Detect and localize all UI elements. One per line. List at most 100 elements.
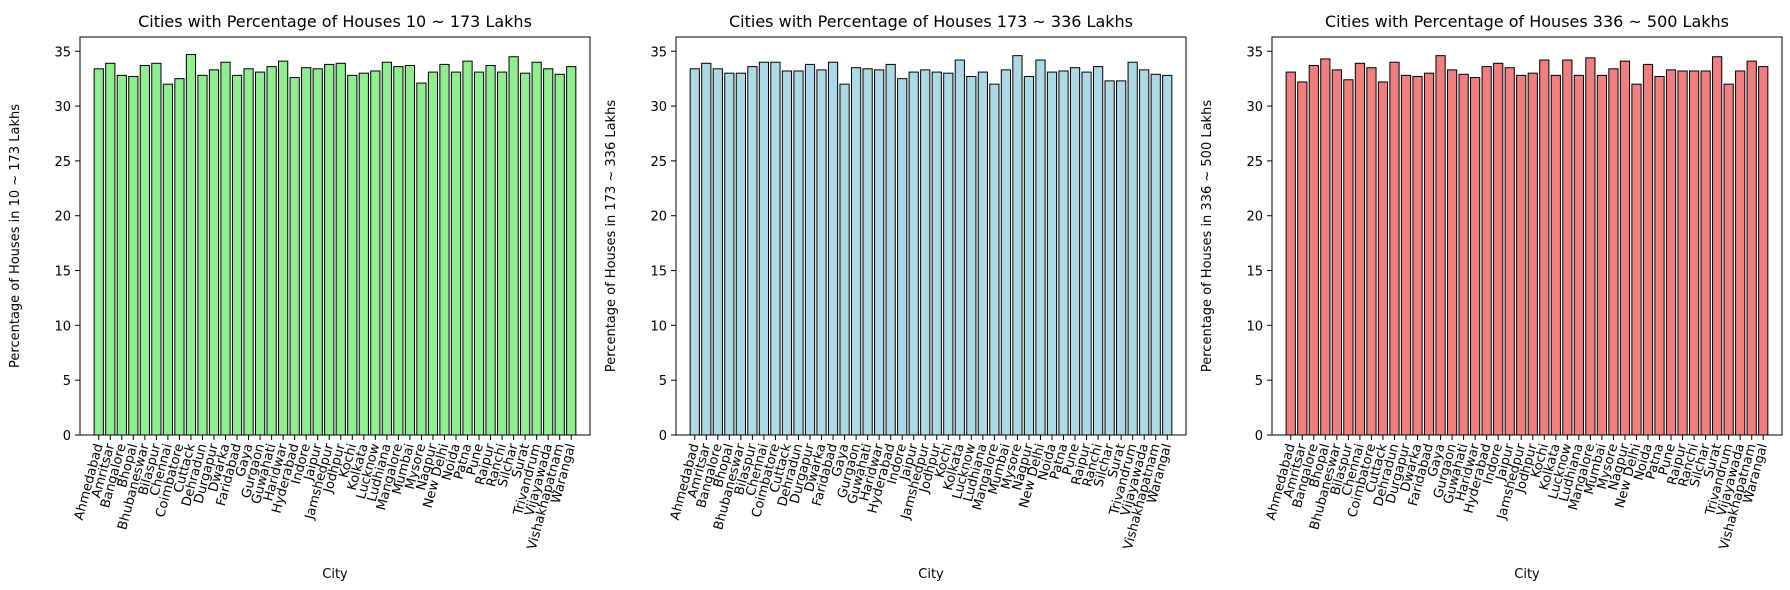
chart-panel-2: Cities with Percentage of Houses 173 ~ 3…	[604, 12, 1187, 582]
bar	[816, 69, 827, 436]
bar	[827, 61, 839, 436]
y-tick-label: 20	[1246, 210, 1263, 225]
bar	[1104, 80, 1115, 436]
y-tick-label: 10	[650, 319, 667, 334]
y-tick-label: 15	[1246, 265, 1263, 280]
plot-frame	[79, 36, 591, 436]
bar	[358, 72, 369, 436]
bar	[1092, 66, 1104, 436]
bar	[531, 61, 542, 436]
bar	[793, 70, 804, 436]
bar	[920, 69, 931, 436]
chart-title: Cities with Percentage of Houses 336 ~ 5…	[1325, 12, 1729, 31]
bar	[747, 66, 758, 436]
y-tick-label: 20	[650, 210, 667, 225]
bar	[1023, 75, 1035, 436]
bar	[393, 66, 404, 436]
y-tick-label: 10	[1246, 319, 1263, 334]
bar	[566, 66, 577, 436]
bar	[335, 62, 346, 436]
bar	[850, 67, 862, 436]
bar	[485, 65, 496, 436]
chart-title: Cities with Percentage of Houses 10 ~ 17…	[138, 12, 532, 31]
bar	[439, 63, 450, 436]
bar	[1343, 79, 1354, 436]
bar	[1046, 71, 1058, 436]
bar	[1642, 63, 1654, 436]
bar	[804, 63, 816, 436]
bar	[1320, 58, 1331, 436]
bar	[1493, 62, 1504, 436]
bar	[1127, 61, 1138, 436]
bar	[185, 54, 197, 436]
bar	[381, 61, 392, 436]
y-tick-label: 25	[54, 155, 71, 170]
bar	[1458, 73, 1469, 436]
bar	[324, 63, 335, 436]
bar	[1377, 81, 1389, 436]
bar	[1631, 83, 1642, 436]
bar	[1504, 67, 1515, 436]
bar	[1297, 81, 1308, 436]
bar	[1000, 69, 1012, 436]
y-axis-label: Percentage of Houses in 336 ~ 500 Lakhs	[1200, 100, 1215, 372]
bar	[908, 71, 919, 436]
bar	[1400, 74, 1412, 436]
y-tick-label: 30	[54, 100, 71, 115]
bar	[689, 68, 700, 436]
y-tick-label: 5	[1255, 374, 1263, 389]
bar	[1735, 70, 1746, 436]
bar	[758, 61, 770, 436]
bar	[1116, 80, 1127, 436]
bar	[1285, 71, 1296, 436]
bar	[1069, 67, 1081, 436]
bar	[1412, 75, 1423, 436]
bar	[1596, 74, 1608, 436]
y-axis-label: Percentage of Houses in 173 ~ 336 Lakhs	[604, 100, 619, 372]
bar	[93, 68, 104, 436]
y-tick-label: 15	[54, 265, 71, 280]
x-axis-label: City	[1514, 567, 1540, 582]
bar	[243, 68, 254, 436]
bar	[266, 66, 277, 436]
chart-title: Cities with Percentage of Houses 173 ~ 3…	[729, 12, 1133, 31]
chart-panel-1: Cities with Percentage of Houses 10 ~ 17…	[8, 12, 591, 582]
bar	[1527, 72, 1538, 436]
y-tick-label: 25	[1246, 155, 1263, 170]
bar	[128, 75, 139, 436]
bar	[404, 65, 416, 436]
bar	[1012, 55, 1023, 436]
bar	[1723, 83, 1734, 436]
y-tick-label: 30	[1246, 100, 1263, 115]
y-tick-label: 0	[1255, 429, 1263, 444]
y-tick-label: 15	[650, 265, 667, 280]
bar	[1435, 55, 1446, 436]
plot-frame	[675, 36, 1187, 436]
bar	[1150, 73, 1161, 436]
bar	[1423, 72, 1435, 436]
y-tick-label: 5	[63, 374, 71, 389]
y-tick-label: 30	[650, 100, 667, 115]
bar	[1562, 59, 1573, 436]
bar	[770, 61, 781, 436]
bar	[931, 71, 942, 436]
bar	[1366, 67, 1377, 436]
bar	[1677, 70, 1688, 436]
y-tick-label: 35	[54, 45, 71, 60]
bar	[554, 73, 565, 436]
bar	[508, 56, 519, 436]
bar	[231, 74, 243, 436]
bar	[1665, 69, 1677, 436]
bar	[735, 72, 746, 436]
y-tick-label: 10	[54, 319, 71, 334]
bar	[1758, 66, 1769, 436]
bar	[416, 82, 427, 436]
bar	[254, 71, 266, 436]
bar	[370, 70, 381, 436]
bar	[989, 83, 1000, 436]
bar	[1654, 75, 1665, 436]
bar	[862, 68, 873, 436]
plot-frame	[1271, 36, 1783, 436]
bar	[1619, 60, 1631, 436]
bar	[105, 62, 116, 436]
